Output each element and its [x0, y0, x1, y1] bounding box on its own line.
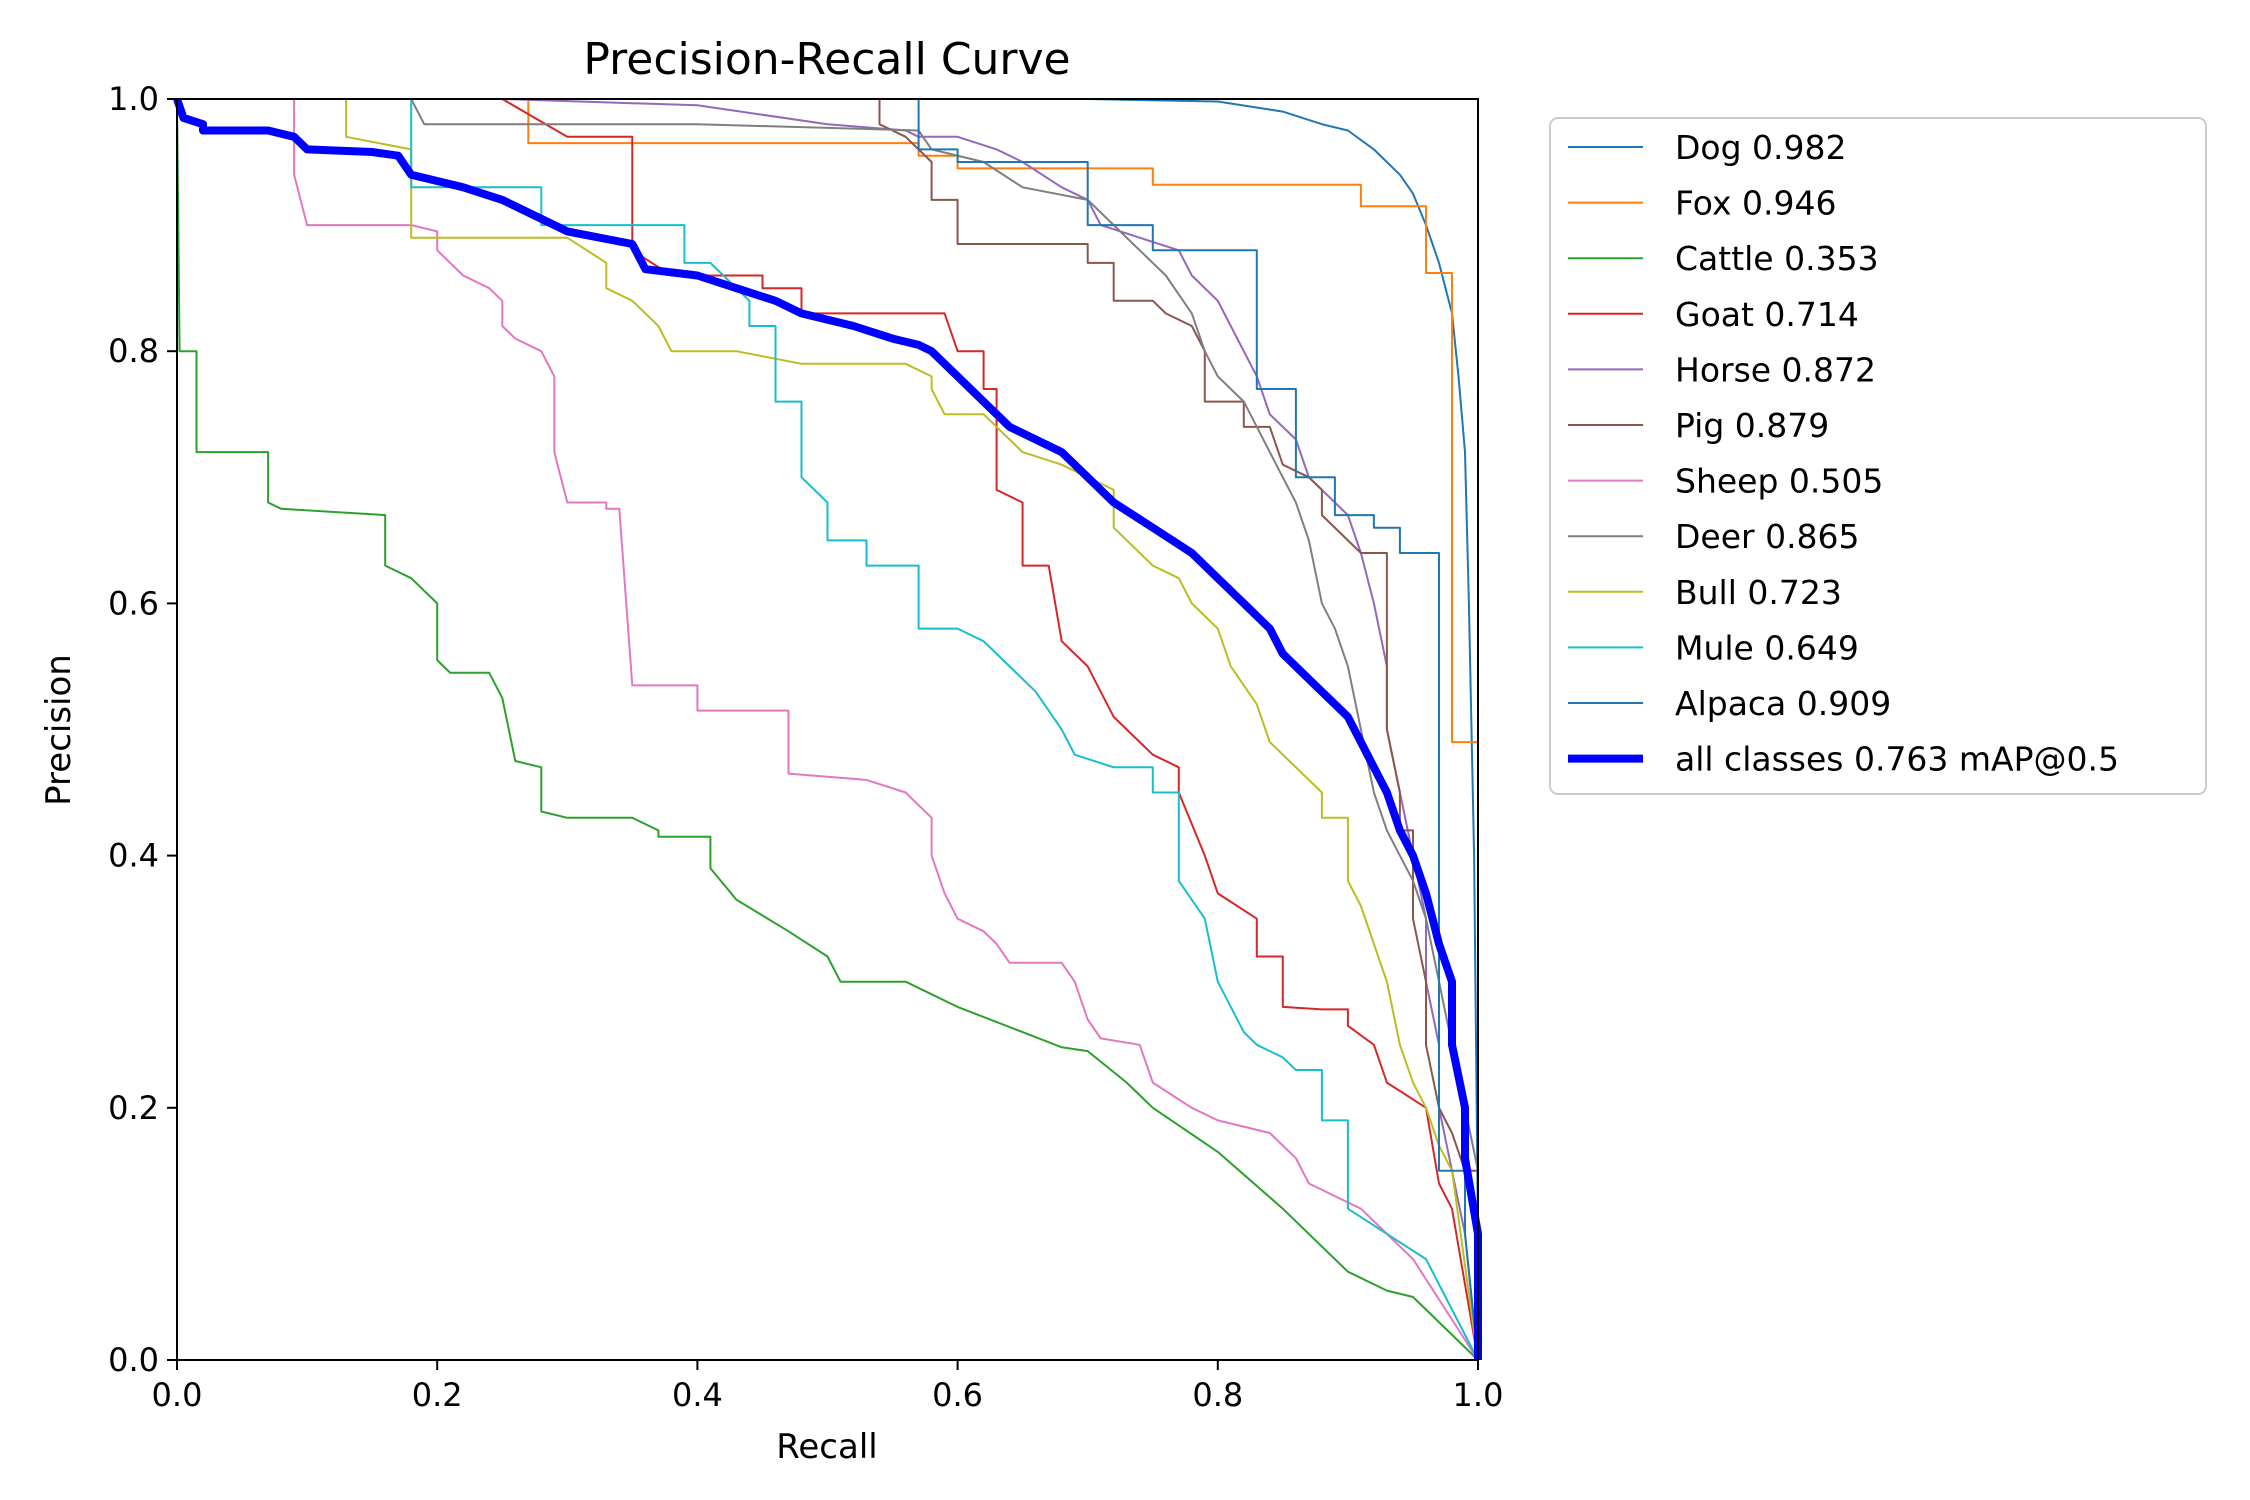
- series-line-bull: [177, 98, 1479, 1361]
- x-tick-label: 1.0: [1453, 1376, 1504, 1414]
- legend-label-dog: Dog 0.982: [1675, 128, 1847, 167]
- legend-label-all-classes: all classes 0.763 mAP@0.5: [1675, 740, 2119, 779]
- legend-label-goat: Goat 0.714: [1675, 295, 1859, 334]
- y-axis-label: Precision: [39, 654, 79, 806]
- series-line-sheep: [177, 98, 1479, 1361]
- series-line-deer: [177, 98, 1479, 1360]
- legend-label-horse: Horse 0.872: [1675, 350, 1876, 389]
- legend-label-sheep: Sheep 0.505: [1675, 462, 1883, 501]
- series-line-mule: [177, 98, 1479, 1361]
- x-tick-label: 0.2: [412, 1376, 463, 1414]
- legend-label-mule: Mule 0.649: [1675, 628, 1859, 667]
- legend-label-alpaca: Alpaca 0.909: [1675, 684, 1891, 723]
- series-line-horse: [177, 98, 1479, 1361]
- legend-label-deer: Deer 0.865: [1675, 517, 1860, 556]
- series-line-dog: [177, 98, 1479, 1360]
- legend-box: [1549, 117, 2207, 795]
- plot-frame: [176, 98, 1479, 1361]
- legend-label-cattle: Cattle 0.353: [1675, 239, 1879, 278]
- series-line-cattle: [176, 98, 1479, 1361]
- series-line-goat: [177, 98, 1479, 1361]
- x-tick-label: 0.0: [152, 1376, 203, 1414]
- axis-ticks: 0.0 0.2 0.4 0.6 0.8 1.0 0.0 0.2 0.4 0.6 0.8 1.0: [108, 80, 1503, 1414]
- legend-label-bull: Bull 0.723: [1675, 573, 1842, 612]
- y-tick-label: 0.6: [108, 584, 159, 622]
- series-line-all-classes: [173, 97, 1482, 1360]
- y-tick-label: 1.0: [108, 80, 159, 118]
- x-tick-label: 0.4: [672, 1376, 723, 1414]
- legend-label-pig: Pig 0.879: [1675, 406, 1829, 445]
- x-tick-label: 0.8: [1192, 1376, 1243, 1414]
- y-tick-label: 0.4: [108, 837, 159, 875]
- y-tick-label: 0.8: [108, 332, 159, 370]
- legend: Dog 0.982 Fox 0.946 Cattle 0.353 Goat 0.714…: [1549, 117, 2207, 795]
- chart-title: Precision-Recall Curve: [583, 34, 1070, 85]
- y-tick-label: 0.2: [108, 1089, 159, 1127]
- series-line-pig: [177, 98, 1479, 1360]
- x-tick-label: 0.6: [932, 1376, 983, 1414]
- x-axis-label: Recall: [776, 1427, 877, 1467]
- series-line-fox: [177, 98, 1479, 1360]
- legend-label-fox: Fox 0.946: [1675, 184, 1836, 223]
- series-line-alpaca: [177, 98, 1479, 1361]
- y-tick-label: 0.0: [108, 1341, 159, 1379]
- series-layer: [173, 97, 1482, 1361]
- legend-entries: Dog 0.982 Fox 0.946 Cattle 0.353 Goat 0.714…: [1568, 128, 2119, 779]
